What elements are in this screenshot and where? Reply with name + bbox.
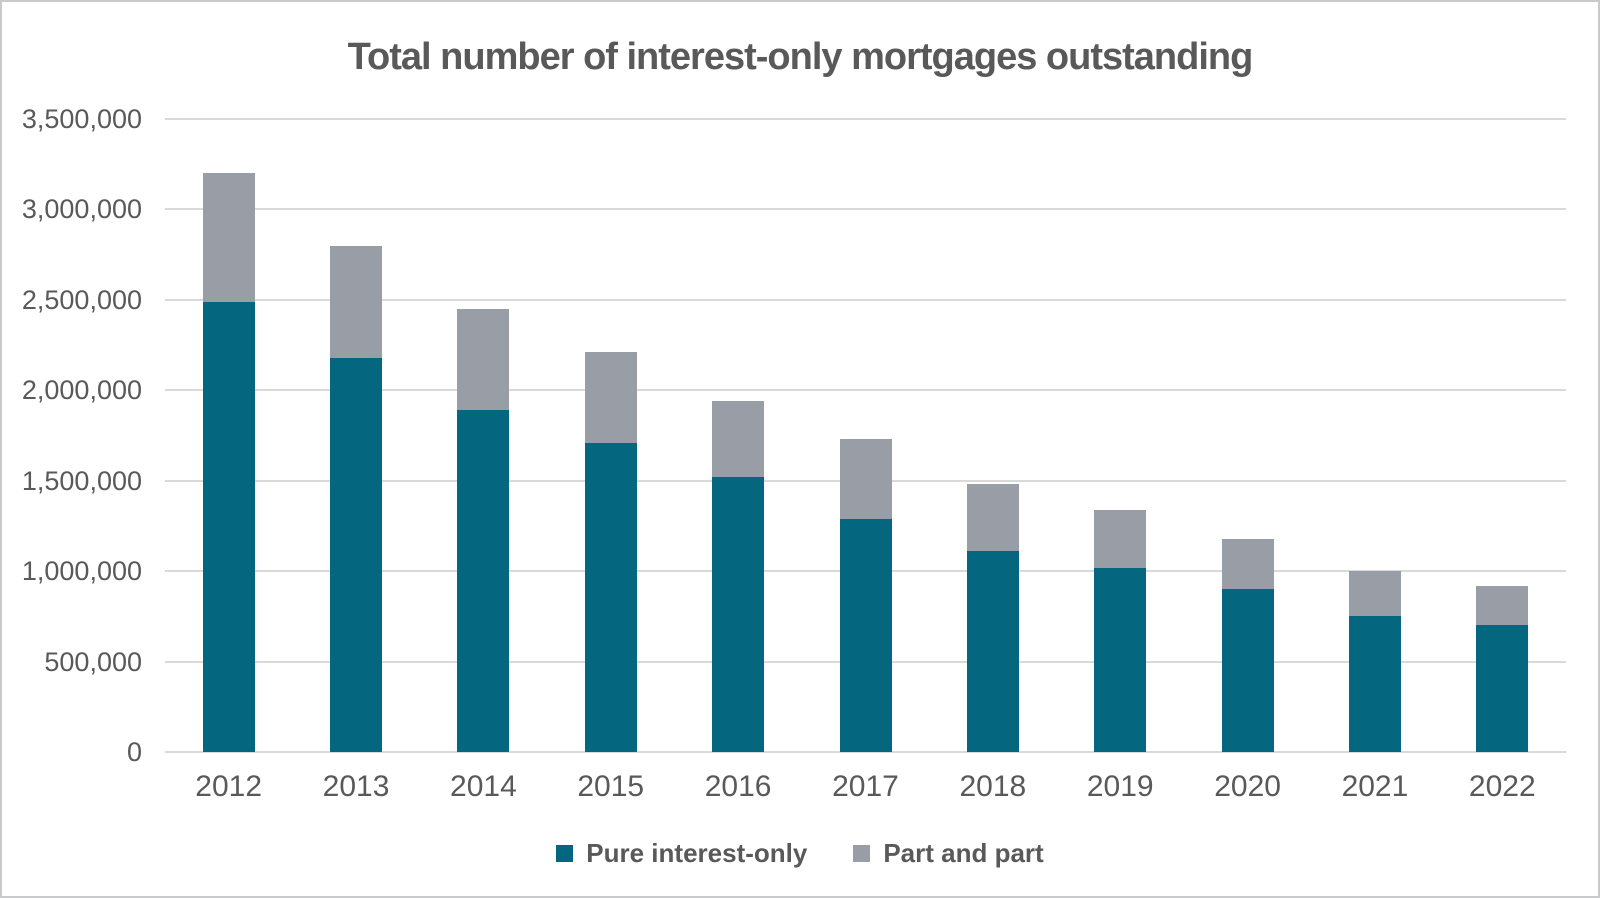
legend-swatch-pure-interest-only bbox=[556, 845, 574, 862]
y-axis-tick-label: 1,500,000 bbox=[21, 465, 142, 496]
bar-segment-pure-interest-only bbox=[1221, 589, 1274, 752]
legend-label-pure-interest-only: Pure interest-only bbox=[586, 838, 808, 868]
bar-segment-pure-interest-only bbox=[712, 477, 765, 752]
gridline bbox=[165, 389, 1566, 392]
bar-segment-part-and-part bbox=[457, 308, 510, 411]
y-axis-tick-label: 3,500,000 bbox=[21, 104, 142, 134]
x-axis-tick-label: 2012 bbox=[195, 770, 263, 803]
x-axis-tick-label: 2021 bbox=[1341, 770, 1409, 803]
y-axis-tick-label: 2,500,000 bbox=[21, 284, 142, 315]
legend-swatch-part-and-part bbox=[853, 845, 871, 862]
bar-segment-pure-interest-only bbox=[457, 410, 510, 752]
gridline bbox=[165, 118, 1566, 120]
bar-group-2021 bbox=[1348, 571, 1401, 752]
x-axis-tick-label: 2013 bbox=[322, 770, 390, 803]
bar-group-2020 bbox=[1221, 538, 1274, 752]
legend-item-part-and-part: Part and part bbox=[853, 838, 1044, 869]
x-axis-tick-label: 2014 bbox=[450, 770, 517, 803]
bar-segment-part-and-part bbox=[839, 439, 892, 519]
gridline bbox=[165, 298, 1566, 301]
bar-segment-part-and-part bbox=[712, 401, 765, 478]
y-axis-tick-label: 0 bbox=[126, 737, 142, 767]
bar-segment-part-and-part bbox=[1094, 509, 1147, 568]
bar-segment-part-and-part bbox=[1348, 571, 1401, 617]
bar-segment-part-and-part bbox=[202, 173, 255, 302]
x-axis-tick-label: 2018 bbox=[959, 770, 1027, 803]
y-axis-tick-label: 3,000,000 bbox=[21, 194, 142, 225]
legend-label-part-and-part: Part and part bbox=[883, 838, 1044, 868]
bar-segment-part-and-part bbox=[330, 245, 383, 358]
bar-segment-part-and-part bbox=[966, 484, 1019, 552]
x-axis-tick-label: 2015 bbox=[577, 770, 645, 803]
bar-group-2016 bbox=[712, 401, 765, 752]
y-axis-tick-label: 1,000,000 bbox=[21, 556, 142, 587]
bar-group-2013 bbox=[330, 245, 383, 752]
x-axis-tick-label: 2020 bbox=[1214, 770, 1281, 803]
chart-title: Total number of interest-only mortgages … bbox=[347, 36, 1254, 78]
bar-segment-part-and-part bbox=[1476, 585, 1529, 626]
bar-group-2014 bbox=[457, 308, 510, 752]
bar-segment-pure-interest-only bbox=[1348, 616, 1401, 752]
bar-group-2019 bbox=[1094, 509, 1147, 752]
plot-area bbox=[165, 118, 1566, 753]
bar-group-2022 bbox=[1476, 585, 1529, 752]
bar-group-2012 bbox=[202, 173, 255, 752]
legend: Pure interest-only Part and part bbox=[2, 838, 1598, 869]
x-axis-tick-label: 2019 bbox=[1086, 770, 1154, 803]
x-axis-tick-label: 2016 bbox=[704, 770, 772, 803]
gridline bbox=[165, 208, 1566, 211]
x-axis-tick-label: 2022 bbox=[1468, 770, 1536, 803]
legend-item-pure-interest-only: Pure interest-only bbox=[556, 838, 807, 869]
bar-segment-pure-interest-only bbox=[839, 518, 892, 752]
bar-segment-pure-interest-only bbox=[966, 551, 1019, 752]
bar-group-2018 bbox=[966, 484, 1019, 752]
bar-segment-part-and-part bbox=[584, 352, 637, 443]
gridline bbox=[165, 751, 1566, 753]
y-axis-tick-label: 500,000 bbox=[44, 646, 142, 677]
bar-segment-pure-interest-only bbox=[202, 301, 255, 752]
bar-segment-pure-interest-only bbox=[330, 357, 383, 752]
x-axis-tick-label: 2017 bbox=[832, 770, 899, 803]
bar-group-2017 bbox=[839, 439, 892, 752]
y-axis-tick-label: 2,000,000 bbox=[21, 375, 142, 406]
bar-segment-pure-interest-only bbox=[1094, 567, 1147, 752]
bar-segment-part-and-part bbox=[1221, 538, 1274, 590]
bar-segment-pure-interest-only bbox=[584, 442, 637, 752]
bar-segment-pure-interest-only bbox=[1476, 625, 1529, 752]
bar-group-2015 bbox=[584, 352, 637, 752]
